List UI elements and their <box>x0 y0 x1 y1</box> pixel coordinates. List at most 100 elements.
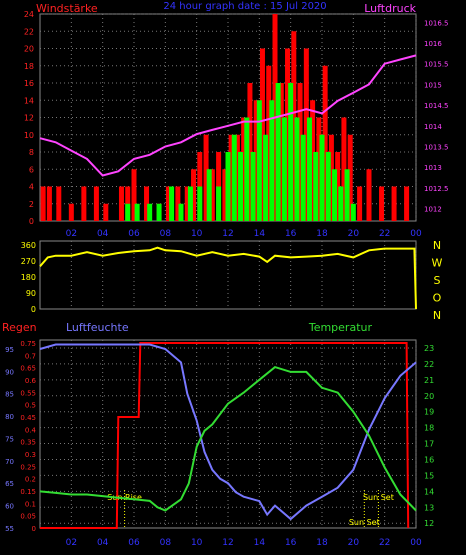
wind-bar <box>404 186 410 221</box>
temperature-tick-label: 17 <box>424 440 434 449</box>
rain-tick-label: 0.3 <box>25 451 36 459</box>
x-tick-label: 20 <box>348 229 360 239</box>
humidity-tick-label: 70 <box>5 458 14 466</box>
x-tick-label: 12 <box>222 229 233 239</box>
wind-bar <box>241 117 247 221</box>
rain-series-line <box>40 342 410 529</box>
wind-bar <box>259 48 265 221</box>
pressure-tick-label: 1015.5 <box>424 61 449 69</box>
wind-bar <box>322 65 328 221</box>
wind-tick-label: 18 <box>24 62 34 71</box>
wind-bar <box>281 117 287 221</box>
pressure-line <box>39 54 417 177</box>
rain-humidity-temperature-chart: 02 04 06 08 10 12 14 16 18 20 22 00 12 13 14 15 16 17 18 19… <box>5 339 434 548</box>
wind-bar <box>206 169 212 221</box>
humidity-tick-label: 75 <box>5 435 14 443</box>
wind-bar <box>275 83 281 221</box>
rain-tick-label: 0.45 <box>20 414 36 422</box>
wind-bar <box>144 186 150 221</box>
wind-bar <box>325 152 331 221</box>
wind-bar <box>228 134 234 221</box>
wind-bar <box>350 203 356 221</box>
wind-bar <box>184 186 190 221</box>
rain-tick-label: 0.2 <box>25 476 36 484</box>
wind-bar <box>178 203 184 221</box>
x-tick-label: 20 <box>348 538 360 548</box>
x-tick-label: 14 <box>254 538 266 548</box>
compass-label: N <box>433 309 441 322</box>
wind-bar <box>81 186 87 221</box>
pressure-tick-label: 1015 <box>424 81 442 89</box>
x-tick-label: 18 <box>316 229 328 239</box>
x-tick-label: 10 <box>191 538 203 548</box>
wind-tick-label: 22 <box>24 27 34 36</box>
wind-bar <box>269 100 275 221</box>
pressure-tick-label: 1014 <box>424 123 442 131</box>
humidity-tick-label: 95 <box>5 346 14 354</box>
wind-bar <box>222 169 228 221</box>
temperature-tick-label: 21 <box>424 376 434 385</box>
x-tick-label: 00 <box>410 538 422 548</box>
wind-bar <box>291 31 297 221</box>
temperature-axis-label: Temperatur <box>308 321 373 334</box>
wind-bar <box>319 134 325 221</box>
wind-bar <box>310 100 316 221</box>
x-tick-label: 10 <box>191 229 203 239</box>
wind-bar <box>366 169 372 221</box>
wind-bar <box>332 169 338 221</box>
direction-tick-label: 0 <box>31 305 36 314</box>
rain-tick-label: 0.6 <box>25 377 37 385</box>
rain-tick-label: 0.75 <box>20 340 36 348</box>
x-tick-label: 04 <box>97 538 109 548</box>
direction-tick-label: 360 <box>21 241 36 250</box>
humidity-tick-label: 80 <box>5 413 14 421</box>
wind-tick-label: 12 <box>24 114 34 123</box>
wind-bar <box>131 169 137 221</box>
wind-bar <box>40 186 46 221</box>
wind-bar <box>191 169 197 221</box>
x-tick-label: 22 <box>379 229 390 239</box>
x-tick-label: 02 <box>66 538 77 548</box>
wind-bar <box>266 65 272 221</box>
wind-tick-label: 0 <box>29 217 34 226</box>
wind-bar <box>203 134 209 221</box>
x-tick-label: 08 <box>160 538 172 548</box>
wind-bar <box>147 203 153 221</box>
wind-bar <box>56 186 62 221</box>
rain-tick-label: 0.55 <box>20 389 36 397</box>
rain-tick-label: 0 <box>32 525 36 533</box>
wind-tick-label: 10 <box>24 131 34 140</box>
wind-bar <box>209 169 215 221</box>
plot-frame <box>39 240 417 310</box>
x-tick-label: 06 <box>128 229 140 239</box>
wind-bar <box>247 83 253 221</box>
temperature-tick-label: 23 <box>424 344 434 353</box>
pressure-tick-label: 1013.5 <box>424 143 449 151</box>
temperature-tick-label: 22 <box>424 360 434 369</box>
wind-bar <box>303 48 309 221</box>
sun-marker-label: Sun Set <box>349 518 380 527</box>
wind-bar <box>231 134 237 221</box>
rain-tick-label: 0.35 <box>20 439 36 447</box>
wind-bar <box>238 152 244 221</box>
compass-label: O <box>433 292 442 305</box>
wind-bar <box>300 134 306 221</box>
pressure-tick-label: 1016.5 <box>424 19 449 27</box>
wind-bar <box>338 186 344 221</box>
wind-bar <box>134 203 140 221</box>
wind-tick-label: 16 <box>24 79 34 88</box>
wind-bar <box>316 117 322 221</box>
wind-bar <box>165 186 171 221</box>
wind-bar <box>175 186 181 221</box>
wind-tick-label: 20 <box>24 45 34 54</box>
wind-bar <box>125 203 131 221</box>
rain-tick-label: 0.05 <box>20 513 36 521</box>
wind-bar <box>225 152 231 221</box>
temperature-tick-label: 16 <box>424 455 434 464</box>
x-tick-label: 08 <box>160 229 172 239</box>
wind-bar <box>118 186 124 221</box>
x-tick-label: 06 <box>128 538 140 548</box>
wind-bar <box>156 203 162 221</box>
wind-tick-label: 4 <box>29 183 34 192</box>
wind-bar <box>285 48 291 221</box>
